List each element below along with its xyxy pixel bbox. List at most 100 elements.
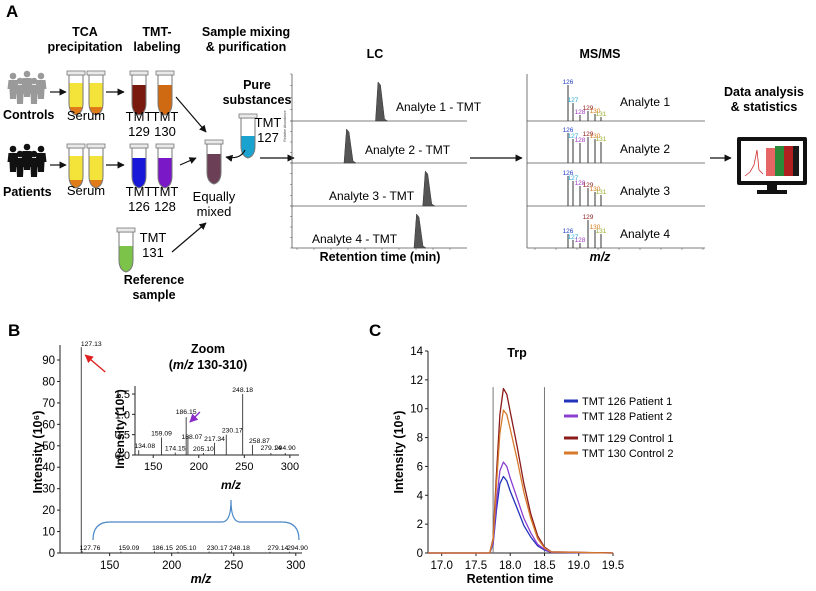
b-zoom-xlabel: m/z — [221, 478, 241, 492]
zoom-xtick-label: 250 — [235, 461, 253, 473]
ms-reporter-label: 126 — [563, 170, 574, 177]
step-msms: MS/MS — [580, 47, 621, 61]
ms-reporter-label: 129 — [583, 182, 594, 189]
b-peak-label: 127.13 — [81, 341, 102, 348]
serum-tube-p1 — [66, 143, 86, 189]
b-zoom-brace — [92, 499, 300, 541]
zoom-ytick-label: 1.5 — [115, 389, 130, 401]
ms-reporter-label: 129 — [583, 214, 594, 221]
serum-tube-p2 — [86, 143, 106, 189]
tube-liquid — [207, 154, 221, 184]
tube-liquid — [158, 85, 172, 115]
ms-reporter-label: 131 — [596, 111, 607, 118]
tube-128-line2: 128 — [154, 199, 176, 214]
lc-axis-label: Relative Abundance — [283, 110, 287, 141]
b-xtick-label: 250 — [224, 560, 243, 572]
lc-peak — [343, 128, 357, 164]
tube-129-line2: 129 — [128, 124, 150, 139]
ms-analyte-label: Analyte 2 — [620, 142, 670, 156]
zoom-peak-label: 188.07 — [182, 434, 203, 441]
zoom-peak-label: 248.18 — [232, 387, 253, 394]
zoom-peak-label: 186.15 — [176, 409, 197, 416]
tube-rim — [66, 70, 86, 76]
c-legend-label: TMT 126 Patient 1 — [582, 396, 672, 408]
serum-tubes — [66, 70, 106, 189]
b-ytick-label: 80 — [42, 376, 55, 388]
c-title: Trp — [507, 346, 527, 360]
lc-xlabel: Retention time (min) — [320, 250, 441, 264]
tube-outline — [88, 147, 104, 189]
lc-peak — [413, 213, 427, 249]
tube-outline — [157, 74, 173, 116]
c-ylabel: Intensity (10⁶) — [392, 411, 406, 494]
zoom-xtick-label: 200 — [190, 461, 208, 473]
zoom-peak-label: 258.87 — [249, 438, 270, 445]
tube-rim — [116, 227, 136, 233]
c-ytick-label: 14 — [410, 346, 423, 358]
ms-reporter-label: 129 — [583, 105, 594, 112]
tube-pellet — [89, 180, 103, 188]
b-zoom-subtitle: (m/z 130-310) — [169, 358, 248, 372]
pure-substances-line1: Pure — [243, 78, 271, 92]
tube-rim — [129, 70, 149, 76]
ms-reporter-label: 131 — [596, 228, 607, 235]
tube-liquid — [132, 85, 146, 115]
tube-127 — [238, 113, 258, 159]
ms-analyte-label: Analyte 4 — [620, 227, 670, 241]
tube-rim — [86, 143, 106, 149]
reference-line1: Reference — [124, 273, 184, 287]
c-ytick-label: 12 — [410, 375, 423, 387]
serum-label-patients: Serum — [67, 183, 105, 198]
c-legend-label: TMT 128 Patient 2 — [582, 411, 672, 423]
ms-reporter-label: 131 — [596, 136, 607, 143]
c-xlabel: Retention time — [467, 572, 554, 586]
b-xtick-label: 150 — [100, 560, 119, 572]
c-xtick-label: 18.0 — [499, 560, 521, 572]
step-data-line2: & statistics — [731, 100, 798, 114]
tube-liquid — [158, 158, 172, 188]
b-peak-label: 159.09 — [119, 545, 140, 552]
c-xtick-label: 17.5 — [465, 560, 487, 572]
tube-rim — [238, 113, 258, 119]
tube-rim — [66, 143, 86, 149]
pure-substances-line2: substances — [223, 93, 292, 107]
lc-analyte-label: Analyte 1 - TMT — [396, 100, 482, 114]
c-ytick-label: 8 — [417, 433, 423, 445]
tube-pellet — [69, 107, 83, 115]
tube-rim — [204, 139, 224, 145]
b-xtick-label: 200 — [162, 560, 181, 572]
arrow-patients-mix — [179, 157, 197, 166]
ms-reporter-label: 128 — [575, 137, 586, 144]
tube-131 — [116, 227, 136, 273]
ms-reporter-label: 130 — [590, 133, 601, 140]
zoom-ytick-label: 0.0 — [115, 450, 130, 462]
step-tmt-line1: TMT- — [142, 25, 171, 39]
ms-reporter-label: 131 — [596, 189, 607, 196]
lc-analyte-label: Analyte 2 - TMT — [365, 143, 451, 157]
b-peak-label: 294.90 — [287, 545, 308, 552]
panel-b-spectrum: 0 10 20 30 40 50 60 70 80 90 150 200 250 300 127.13 127… — [42, 341, 308, 572]
c-xtick-label: 19.5 — [602, 560, 624, 572]
arrow-pure-mix — [225, 149, 246, 162]
tube-pellet — [69, 180, 83, 188]
ms-reporter-label: 126 — [563, 228, 574, 235]
panel-label-b: B — [8, 321, 20, 340]
c-ytick-label: 0 — [417, 548, 423, 560]
b-ytick-label: 20 — [42, 505, 55, 517]
tube-rim — [155, 70, 175, 76]
zoom-xtick-label: 150 — [144, 461, 162, 473]
tube-126-line2: 126 — [128, 199, 150, 214]
ms-reporter-label: 129 — [583, 131, 594, 138]
tube-outline — [131, 147, 147, 189]
monitor-icon — [737, 137, 807, 194]
tube-126-line1: TMT — [126, 184, 153, 199]
tube-128 — [155, 143, 175, 189]
c-series-line — [428, 409, 614, 554]
controls-label: Controls — [3, 108, 54, 122]
tube-131-line2: 131 — [142, 245, 164, 260]
b-peak-label: 279.14 — [268, 545, 289, 552]
b-peak-label: 205.10 — [176, 545, 197, 552]
step-tmt-line2: labeling — [133, 40, 180, 54]
tube-liquid — [119, 246, 133, 272]
